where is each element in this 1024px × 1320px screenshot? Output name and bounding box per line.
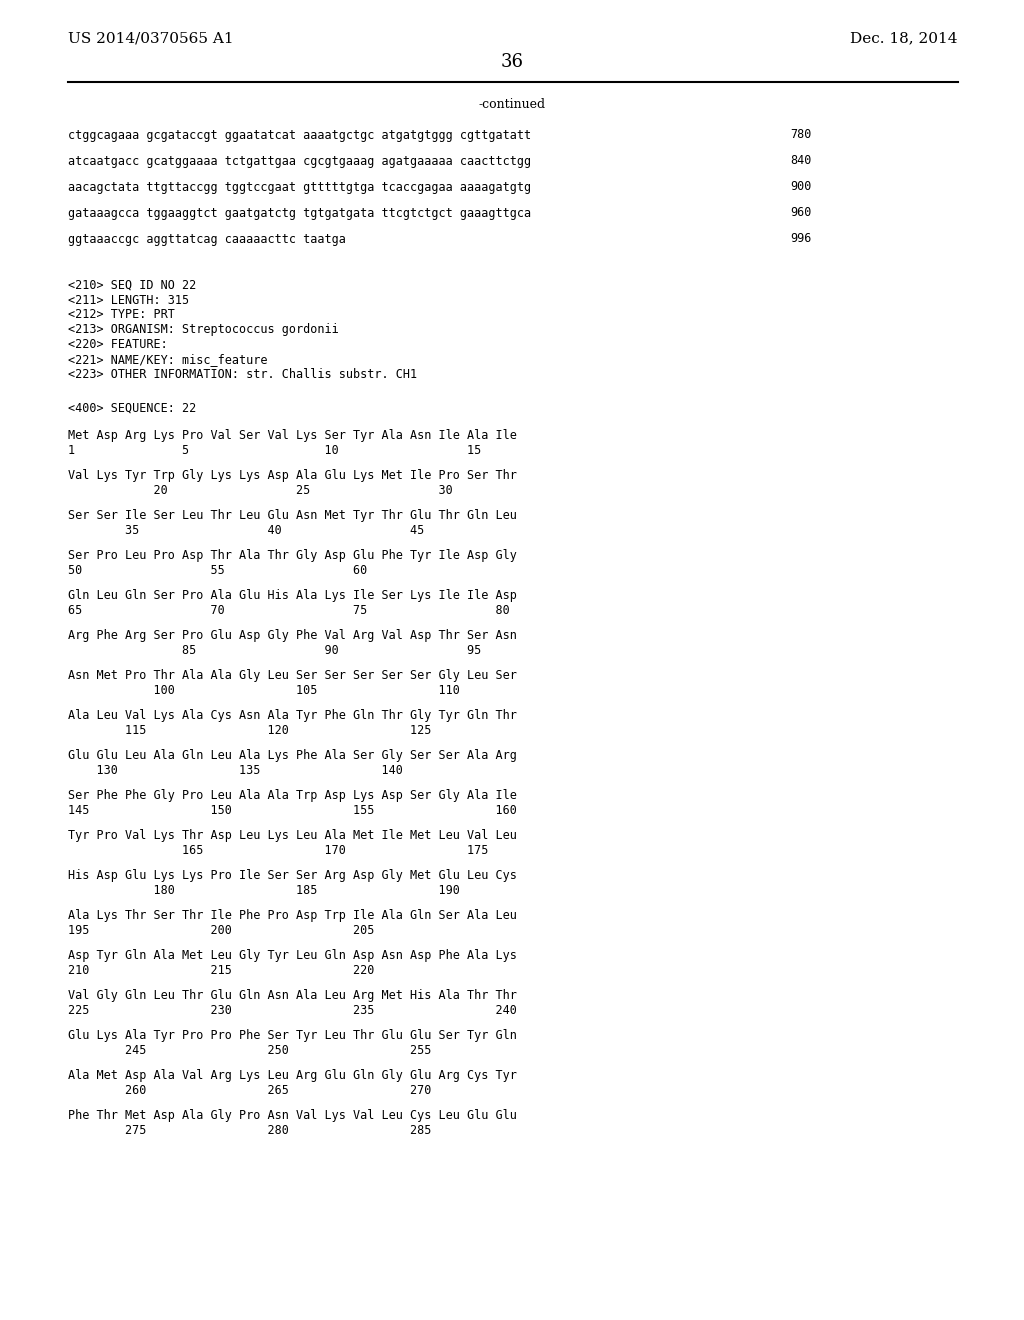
Text: Tyr Pro Val Lys Thr Asp Leu Lys Leu Ala Met Ile Met Leu Val Leu: Tyr Pro Val Lys Thr Asp Leu Lys Leu Ala … <box>68 829 517 842</box>
Text: 275                 280                 285: 275 280 285 <box>68 1125 431 1138</box>
Text: Asp Tyr Gln Ala Met Leu Gly Tyr Leu Gln Asp Asn Asp Phe Ala Lys: Asp Tyr Gln Ala Met Leu Gly Tyr Leu Gln … <box>68 949 517 962</box>
Text: Gln Leu Gln Ser Pro Ala Glu His Ala Lys Ile Ser Lys Ile Ile Asp: Gln Leu Gln Ser Pro Ala Glu His Ala Lys … <box>68 590 517 602</box>
Text: 50                  55                  60: 50 55 60 <box>68 565 368 578</box>
Text: 20                  25                  30: 20 25 30 <box>68 484 453 498</box>
Text: <221> NAME/KEY: misc_feature: <221> NAME/KEY: misc_feature <box>68 354 267 367</box>
Text: 210                 215                 220: 210 215 220 <box>68 965 375 978</box>
Text: <223> OTHER INFORMATION: str. Challis substr. CH1: <223> OTHER INFORMATION: str. Challis su… <box>68 368 417 381</box>
Text: 165                 170                 175: 165 170 175 <box>68 845 488 858</box>
Text: <220> FEATURE:: <220> FEATURE: <box>68 338 168 351</box>
Text: <210> SEQ ID NO 22: <210> SEQ ID NO 22 <box>68 279 197 292</box>
Text: -continued: -continued <box>478 99 546 111</box>
Text: Ser Pro Leu Pro Asp Thr Ala Thr Gly Asp Glu Phe Tyr Ile Asp Gly: Ser Pro Leu Pro Asp Thr Ala Thr Gly Asp … <box>68 549 517 562</box>
Text: Phe Thr Met Asp Ala Gly Pro Asn Val Lys Val Leu Cys Leu Glu Glu: Phe Thr Met Asp Ala Gly Pro Asn Val Lys … <box>68 1110 517 1122</box>
Text: 960: 960 <box>790 206 811 219</box>
Text: 145                 150                 155                 160: 145 150 155 160 <box>68 804 517 817</box>
Text: 195                 200                 205: 195 200 205 <box>68 924 375 937</box>
Text: gataaagcca tggaaggtct gaatgatctg tgtgatgata ttcgtctgct gaaagttgca: gataaagcca tggaaggtct gaatgatctg tgtgatg… <box>68 206 531 219</box>
Text: Met Asp Arg Lys Pro Val Ser Val Lys Ser Tyr Ala Asn Ile Ala Ile: Met Asp Arg Lys Pro Val Ser Val Lys Ser … <box>68 429 517 442</box>
Text: Ser Phe Phe Gly Pro Leu Ala Ala Trp Asp Lys Asp Ser Gly Ala Ile: Ser Phe Phe Gly Pro Leu Ala Ala Trp Asp … <box>68 789 517 803</box>
Text: Dec. 18, 2014: Dec. 18, 2014 <box>851 30 958 45</box>
Text: 900: 900 <box>790 181 811 194</box>
Text: Ala Met Asp Ala Val Arg Lys Leu Arg Glu Gln Gly Glu Arg Cys Tyr: Ala Met Asp Ala Val Arg Lys Leu Arg Glu … <box>68 1069 517 1082</box>
Text: 85                  90                  95: 85 90 95 <box>68 644 481 657</box>
Text: Ala Leu Val Lys Ala Cys Asn Ala Tyr Phe Gln Thr Gly Tyr Gln Thr: Ala Leu Val Lys Ala Cys Asn Ala Tyr Phe … <box>68 710 517 722</box>
Text: Ser Ser Ile Ser Leu Thr Leu Glu Asn Met Tyr Thr Glu Thr Gln Leu: Ser Ser Ile Ser Leu Thr Leu Glu Asn Met … <box>68 510 517 523</box>
Text: ctggcagaaa gcgataccgt ggaatatcat aaaatgctgc atgatgtggg cgttgatatt: ctggcagaaa gcgataccgt ggaatatcat aaaatgc… <box>68 128 531 141</box>
Text: His Asp Glu Lys Lys Pro Ile Ser Ser Arg Asp Gly Met Glu Leu Cys: His Asp Glu Lys Lys Pro Ile Ser Ser Arg … <box>68 870 517 883</box>
Text: 260                 265                 270: 260 265 270 <box>68 1085 431 1097</box>
Text: atcaatgacc gcatggaaaa tctgattgaa cgcgtgaaag agatgaaaaa caacttctgg: atcaatgacc gcatggaaaa tctgattgaa cgcgtga… <box>68 154 531 168</box>
Text: 245                 250                 255: 245 250 255 <box>68 1044 431 1057</box>
Text: Glu Lys Ala Tyr Pro Pro Phe Ser Tyr Leu Thr Glu Glu Ser Tyr Gln: Glu Lys Ala Tyr Pro Pro Phe Ser Tyr Leu … <box>68 1030 517 1043</box>
Text: aacagctata ttgttaccgg tggtccgaat gtttttgtga tcaccgagaa aaaagatgtg: aacagctata ttgttaccgg tggtccgaat gtttttg… <box>68 181 531 194</box>
Text: <213> ORGANISM: Streptococcus gordonii: <213> ORGANISM: Streptococcus gordonii <box>68 323 339 337</box>
Text: Asn Met Pro Thr Ala Ala Gly Leu Ser Ser Ser Ser Ser Gly Leu Ser: Asn Met Pro Thr Ala Ala Gly Leu Ser Ser … <box>68 669 517 682</box>
Text: Glu Glu Leu Ala Gln Leu Ala Lys Phe Ala Ser Gly Ser Ser Ala Arg: Glu Glu Leu Ala Gln Leu Ala Lys Phe Ala … <box>68 750 517 763</box>
Text: 225                 230                 235                 240: 225 230 235 240 <box>68 1005 517 1018</box>
Text: 36: 36 <box>501 53 523 71</box>
Text: Val Gly Gln Leu Thr Glu Gln Asn Ala Leu Arg Met His Ala Thr Thr: Val Gly Gln Leu Thr Glu Gln Asn Ala Leu … <box>68 990 517 1002</box>
Text: 100                 105                 110: 100 105 110 <box>68 685 460 697</box>
Text: 35                  40                  45: 35 40 45 <box>68 524 424 537</box>
Text: Arg Phe Arg Ser Pro Glu Asp Gly Phe Val Arg Val Asp Thr Ser Asn: Arg Phe Arg Ser Pro Glu Asp Gly Phe Val … <box>68 630 517 643</box>
Text: 130                 135                 140: 130 135 140 <box>68 764 402 777</box>
Text: 180                 185                 190: 180 185 190 <box>68 884 460 898</box>
Text: 1               5                   10                  15: 1 5 10 15 <box>68 445 481 458</box>
Text: ggtaaaccgc aggttatcag caaaaacttc taatga: ggtaaaccgc aggttatcag caaaaacttc taatga <box>68 232 346 246</box>
Text: 996: 996 <box>790 232 811 246</box>
Text: 840: 840 <box>790 154 811 168</box>
Text: 780: 780 <box>790 128 811 141</box>
Text: 65                  70                  75                  80: 65 70 75 80 <box>68 605 510 618</box>
Text: US 2014/0370565 A1: US 2014/0370565 A1 <box>68 30 233 45</box>
Text: Val Lys Tyr Trp Gly Lys Lys Asp Ala Glu Lys Met Ile Pro Ser Thr: Val Lys Tyr Trp Gly Lys Lys Asp Ala Glu … <box>68 470 517 483</box>
Text: Ala Lys Thr Ser Thr Ile Phe Pro Asp Trp Ile Ala Gln Ser Ala Leu: Ala Lys Thr Ser Thr Ile Phe Pro Asp Trp … <box>68 909 517 923</box>
Text: <211> LENGTH: 315: <211> LENGTH: 315 <box>68 293 189 306</box>
Text: <212> TYPE: PRT: <212> TYPE: PRT <box>68 309 175 322</box>
Text: 115                 120                 125: 115 120 125 <box>68 725 431 738</box>
Text: <400> SEQUENCE: 22: <400> SEQUENCE: 22 <box>68 401 197 414</box>
